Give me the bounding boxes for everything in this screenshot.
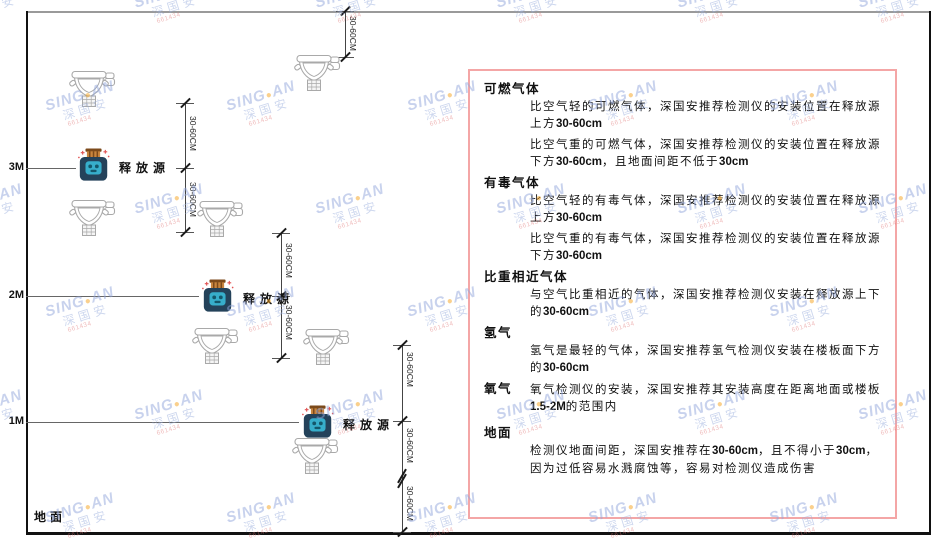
floor-line <box>26 532 931 535</box>
gas-detector-icon <box>294 52 341 97</box>
release-source-icon <box>299 405 337 444</box>
dimension-line <box>345 11 346 57</box>
paragraph-text: 与空气比重相近的气体，深国安推荐检测仪安装在释放源上下的 <box>530 287 881 318</box>
section-heading: 有毒气体 <box>484 175 541 190</box>
guide-section: 氢气氢气是最轻的气体，深国安推荐氢气检测仪安装在楼板面下方的30-60cm <box>484 325 881 376</box>
dimension-label: 30-60CM <box>405 428 415 463</box>
section-paragraph: 检测仪地面间距，深国安推荐在30-60cm，且不得小于30cm，因为过低容易水溅… <box>530 442 881 476</box>
release-source-icon <box>199 279 237 318</box>
gas-detector-icon <box>69 68 116 113</box>
section-paragraph: 氧气检测仪的安装，深国安推荐其安装高度在距离地面或楼板 1.5-2M的范围内 <box>530 381 881 415</box>
release-source-icon <box>75 148 113 187</box>
paragraph-text: ，且地面间距不低于 <box>602 153 720 168</box>
measurement-value: 30-60cm <box>556 155 603 168</box>
dimension-label: 30-60CM <box>405 486 415 521</box>
release-source-label: 释放源 <box>119 161 171 175</box>
section-paragraph: 比空气轻的可燃气体，深国安推荐检测仪的安装位置在释放源上方30-60cm <box>530 98 881 132</box>
dimension-label: 30-60CM <box>348 16 358 51</box>
section-heading: 比重相近气体 <box>484 269 569 284</box>
paragraph-text: 氧气检测仪的安装，深国安推荐其安装高度在距离地面或楼板 <box>530 382 881 396</box>
level-line <box>26 296 199 297</box>
paragraph-text: 比空气轻的有毒气体，深国安推荐检测仪的安装位置在释放源上方 <box>530 193 881 224</box>
dimension-label: 30-60CM <box>284 305 294 340</box>
right-wall <box>929 11 931 535</box>
dimension-label: 30-60CM <box>188 182 198 217</box>
measurement-value: 30-60cm <box>556 117 603 130</box>
height-label: 1M <box>8 415 24 427</box>
dimension-label: 30-60CM <box>188 116 198 151</box>
paragraph-text: 比空气重的可燃气体，深国安推荐检测仪的安装位置在释放源下方 <box>530 137 881 168</box>
section-paragraph: 比空气轻的有毒气体，深国安推荐检测仪的安装位置在释放源上方30-60cm <box>530 192 881 226</box>
measurement-value: 30-60cm <box>712 445 759 457</box>
section-heading: 可燃气体 <box>484 81 541 96</box>
level-line <box>26 168 76 169</box>
gas-detector-icon <box>192 325 239 370</box>
measurement-value: 1.5-2M <box>530 400 566 413</box>
section-paragraph: 与空气比重相近的气体，深国安推荐检测仪安装在释放源上下的30-60cm <box>530 286 881 320</box>
dimension-line <box>402 345 403 532</box>
measurement-value: 30cm <box>836 445 866 457</box>
paragraph-text: 比空气重的有毒气体，深国安推荐检测仪的安装位置在释放源下方 <box>530 231 881 262</box>
height-axis <box>26 11 28 535</box>
paragraph-text: 比空气轻的可燃气体，深国安推荐检测仪的安装位置在释放源上方 <box>530 99 881 130</box>
guide-section: 有毒气体 比空气轻的有毒气体，深国安推荐检测仪的安装位置在释放源上方30-60cm… <box>484 175 881 264</box>
dimension-label: 30-60CM <box>405 352 415 387</box>
level-line <box>26 422 299 423</box>
height-label: 3M <box>8 161 24 173</box>
section-paragraph: 氢气是最轻的气体，深国安推荐氢气检测仪安装在楼板面下方的30-60cm <box>530 342 881 376</box>
paragraph-text: ，因为过低容易水溅腐蚀等，容易对检测仪造成伤害 <box>530 443 879 475</box>
paragraph-text: 的范围内 <box>565 398 618 413</box>
gas-detector-icon <box>69 197 116 242</box>
section-paragraph: 比空气重的可燃气体，深国安推荐检测仪的安装位置在释放源下方30-60cm，且地面… <box>530 136 881 170</box>
measurement-value: 30cm <box>719 155 749 168</box>
section-paragraph: 比空气重的有毒气体，深国安推荐检测仪的安装位置在释放源下方30-60cm <box>530 230 881 264</box>
section-heading: 氢气 <box>484 325 513 340</box>
measurement-value: 30-60cm <box>556 211 603 224</box>
measurement-value: 30-60cm <box>556 249 603 262</box>
guide-section: 比重相近气体与空气比重相近的气体，深国安推荐检测仪安装在释放源上下的30-60c… <box>484 269 881 320</box>
gas-detector-icon <box>292 435 339 480</box>
release-source-label: 释放源 <box>243 292 295 306</box>
release-source-label: 释放源 <box>343 418 395 432</box>
section-heading: 氧气 <box>484 381 513 396</box>
guide-section: 氧气 氧气检测仪的安装，深国安推荐其安装高度在距离地面或楼板 1.5-2M的范围内 <box>484 381 881 415</box>
section-heading: 地面 <box>484 425 513 440</box>
measurement-value: 30-60cm <box>543 305 590 318</box>
guide-panel: 可燃气体 比空气轻的可燃气体，深国安推荐检测仪的安装位置在释放源上方30-60cm… <box>468 69 897 519</box>
gas-detector-icon <box>303 326 350 371</box>
measurement-value: 30-60cm <box>543 361 590 374</box>
dimension-label: 30-60CM <box>284 243 294 278</box>
paragraph-text: 氢气是最轻的气体，深国安推荐氢气检测仪安装在楼板面下方的 <box>530 343 881 374</box>
gas-detector-icon <box>197 198 244 243</box>
ceiling-line <box>26 11 929 13</box>
guide-section: 地面检测仪地面间距，深国安推荐在30-60cm，且不得小于30cm，因为过低容易… <box>484 425 881 476</box>
ground-label: 地面 <box>34 510 67 524</box>
paragraph-text: ，且不得小于 <box>758 443 837 457</box>
paragraph-text: 检测仪地面间距，深国安推荐在 <box>530 443 712 457</box>
guide-section: 可燃气体 比空气轻的可燃气体，深国安推荐检测仪的安装位置在释放源上方30-60cm… <box>484 81 881 170</box>
height-label: 2M <box>8 289 24 301</box>
